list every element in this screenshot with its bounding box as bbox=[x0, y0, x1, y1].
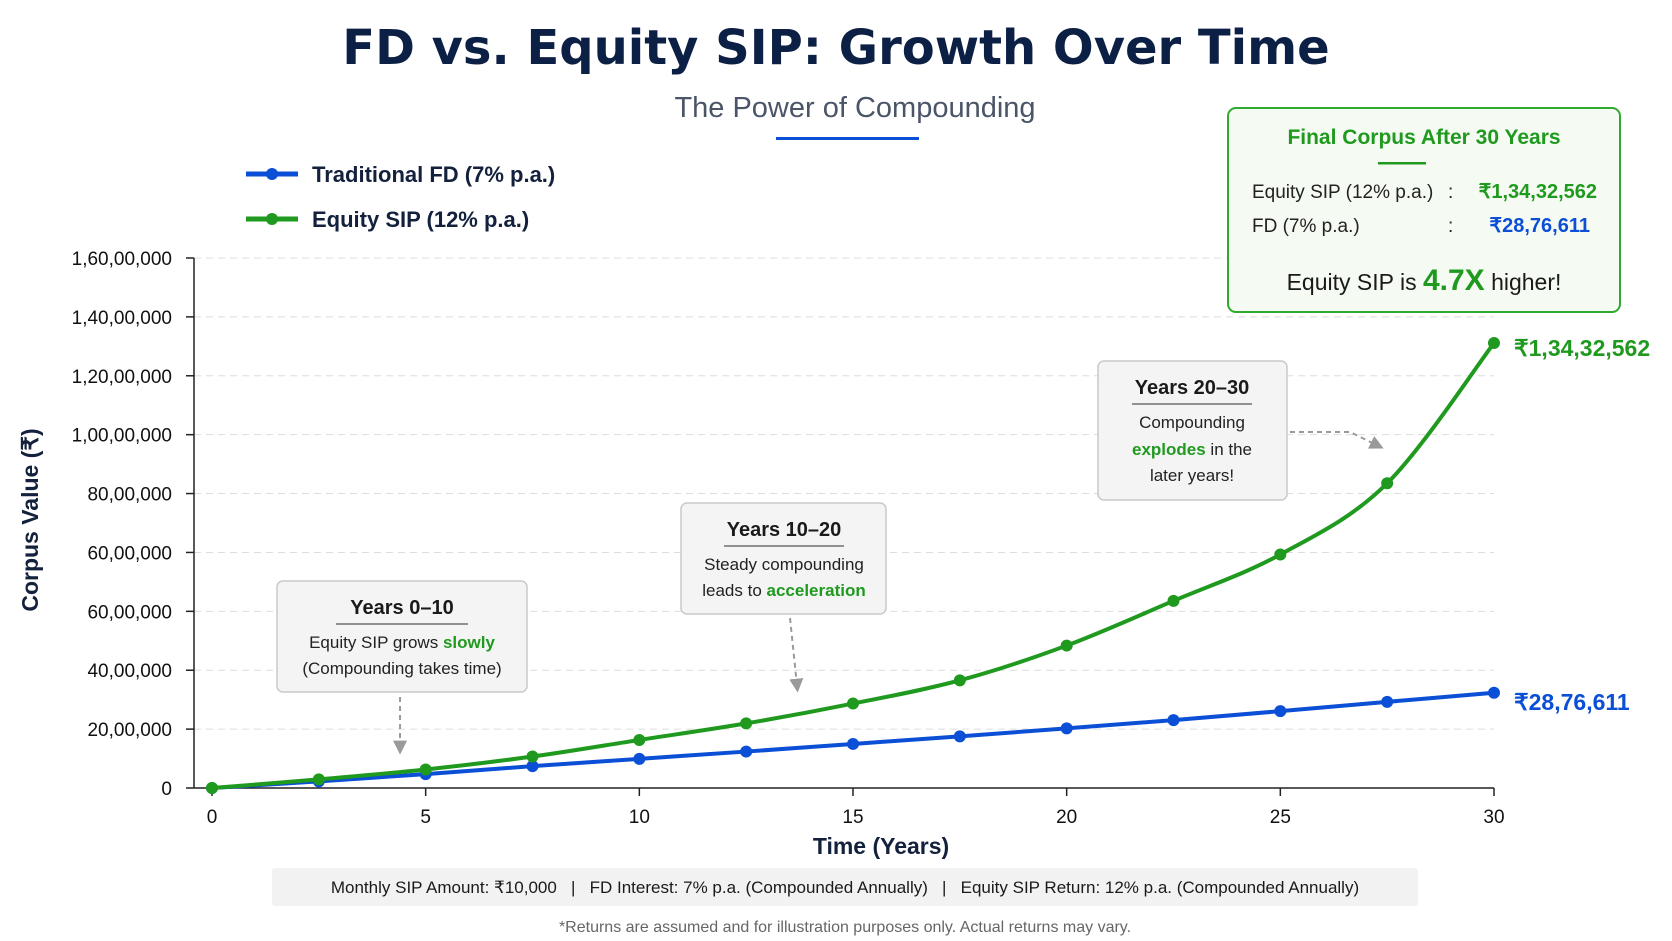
data-point-fd bbox=[526, 760, 539, 773]
y-axis-label: Corpus Value (₹) bbox=[17, 428, 43, 611]
y-tick-label: 1,40,00,000 bbox=[72, 308, 172, 329]
legend-label-fd: Traditional FD (7% p.a.) bbox=[312, 162, 555, 187]
legend-marker-sip bbox=[266, 213, 278, 225]
assumptions-bar bbox=[272, 868, 1418, 906]
y-tick-label: 80,00,000 bbox=[87, 485, 172, 506]
y-tick-label: 60,00,000 bbox=[87, 602, 172, 623]
annotation-box bbox=[276, 580, 528, 693]
y-tick-label: 40,00,000 bbox=[87, 661, 172, 682]
subtitle-underline bbox=[776, 137, 919, 140]
data-point-sip bbox=[953, 674, 966, 687]
data-point-fd bbox=[847, 737, 859, 750]
data-point-sip bbox=[1381, 477, 1394, 490]
x-tick-label: 30 bbox=[1483, 807, 1504, 828]
data-point-fd bbox=[1488, 686, 1500, 699]
x-tick-label: 5 bbox=[420, 807, 431, 828]
annotation-years-0-10: Years 0–10 Equity SIP grows slowly (Comp… bbox=[276, 580, 528, 755]
annotation-line-1: Compounding bbox=[1139, 413, 1245, 432]
data-point-sip bbox=[1488, 337, 1500, 350]
data-point-sip bbox=[206, 782, 218, 794]
y-tick-label: 60,00,000 bbox=[87, 543, 172, 564]
annotation-line-2: (Compounding takes time) bbox=[302, 659, 501, 678]
series-layer bbox=[206, 337, 1500, 794]
data-point-sip bbox=[526, 750, 539, 763]
summary-value-fd: ₹28,76,611 bbox=[1489, 215, 1590, 237]
legend-label-sip: Equity SIP (12% p.a.) bbox=[312, 207, 529, 232]
summary-box: Final Corpus After 30 Years Equity SIP (… bbox=[1227, 107, 1621, 313]
annotation-box bbox=[1097, 360, 1288, 501]
data-point-fd bbox=[740, 745, 753, 758]
y-axis-ticks: 0 20,00,000 40,00,000 60,00,000 60,00,000 80,… bbox=[72, 249, 194, 800]
assumptions-text: Monthly SIP Amount: ₹10,000 | FD Interes… bbox=[331, 878, 1359, 897]
summary-sep-sip: : bbox=[1448, 182, 1453, 203]
data-point-sip bbox=[847, 697, 859, 710]
annotation-line-2: explodes in the bbox=[1132, 440, 1252, 459]
data-point-sip bbox=[1060, 639, 1073, 652]
annotation-years-20-30: Years 20–30 Compounding explodes in the … bbox=[1097, 360, 1384, 501]
data-point-sip bbox=[419, 763, 432, 776]
y-tick-label: 0 bbox=[161, 779, 172, 800]
annotation-box bbox=[680, 502, 887, 615]
legend: Traditional FD (7% p.a.) Equity SIP (12%… bbox=[246, 162, 555, 232]
y-tick-label: 20,00,000 bbox=[87, 720, 172, 741]
summary-underline bbox=[1378, 162, 1426, 165]
data-point-sip bbox=[1274, 548, 1287, 561]
annotation-arrow bbox=[1290, 431, 1384, 449]
data-point-fd bbox=[1060, 722, 1073, 735]
data-point-sip bbox=[740, 717, 753, 730]
y-tick-label: 1,60,00,000 bbox=[72, 249, 172, 270]
annotation-heading: Years 20–30 bbox=[1135, 377, 1250, 399]
x-axis-label: Time (Years) bbox=[813, 833, 949, 859]
disclaimer: *Returns are assumed and for illustratio… bbox=[559, 919, 1131, 936]
legend-marker-fd bbox=[266, 168, 278, 180]
data-point-fd bbox=[1167, 714, 1180, 727]
data-point-sip bbox=[312, 773, 325, 786]
summary-label-fd: FD (7% p.a.) bbox=[1252, 216, 1360, 237]
summary-multiplier: Equity SIP is 4.7X higher! bbox=[1287, 264, 1562, 297]
end-label-fd: ₹28,76,611 bbox=[1514, 689, 1630, 715]
annotation-line-2: leads to acceleration bbox=[702, 581, 866, 600]
x-tick-label: 15 bbox=[842, 807, 863, 828]
annotation-line-3: later years! bbox=[1150, 466, 1234, 485]
chart-title: FD vs. Equity SIP: Growth Over Time bbox=[342, 20, 1329, 76]
data-point-sip bbox=[1167, 594, 1180, 607]
y-tick-label: 1,20,00,000 bbox=[72, 367, 172, 388]
summary-sep-fd: : bbox=[1448, 216, 1453, 237]
annotation-line-1: Steady compounding bbox=[704, 555, 864, 574]
annotation-years-10-20: Years 10–20 Steady compounding leads to … bbox=[680, 502, 887, 693]
y-tick-label: 1,00,00,000 bbox=[72, 426, 172, 447]
data-point-sip bbox=[633, 733, 646, 746]
x-tick-label: 20 bbox=[1056, 807, 1077, 828]
summary-value-sip: ₹1,34,32,562 bbox=[1479, 181, 1597, 203]
annotation-arrow bbox=[789, 617, 804, 693]
data-point-fd bbox=[1274, 705, 1287, 718]
data-point-fd bbox=[633, 752, 646, 765]
summary-heading: Final Corpus After 30 Years bbox=[1287, 126, 1560, 149]
chart-subtitle: The Power of Compounding bbox=[674, 92, 1035, 124]
data-point-fd bbox=[953, 730, 966, 743]
x-tick-label: 0 bbox=[207, 807, 218, 828]
end-label-sip: ₹1,34,32,562 bbox=[1514, 335, 1650, 361]
annotation-heading: Years 10–20 bbox=[727, 519, 842, 541]
x-tick-label: 10 bbox=[629, 807, 650, 828]
annotation-line-1: Equity SIP grows slowly bbox=[309, 633, 495, 652]
summary-label-sip: Equity SIP (12% p.a.) bbox=[1252, 182, 1433, 203]
summary-frame bbox=[1227, 107, 1621, 313]
x-tick-label: 25 bbox=[1270, 807, 1291, 828]
annotation-heading: Years 0–10 bbox=[350, 597, 453, 619]
data-point-fd bbox=[1381, 695, 1394, 708]
x-axis-ticks: 0 5 10 15 20 25 30 bbox=[207, 788, 1505, 828]
